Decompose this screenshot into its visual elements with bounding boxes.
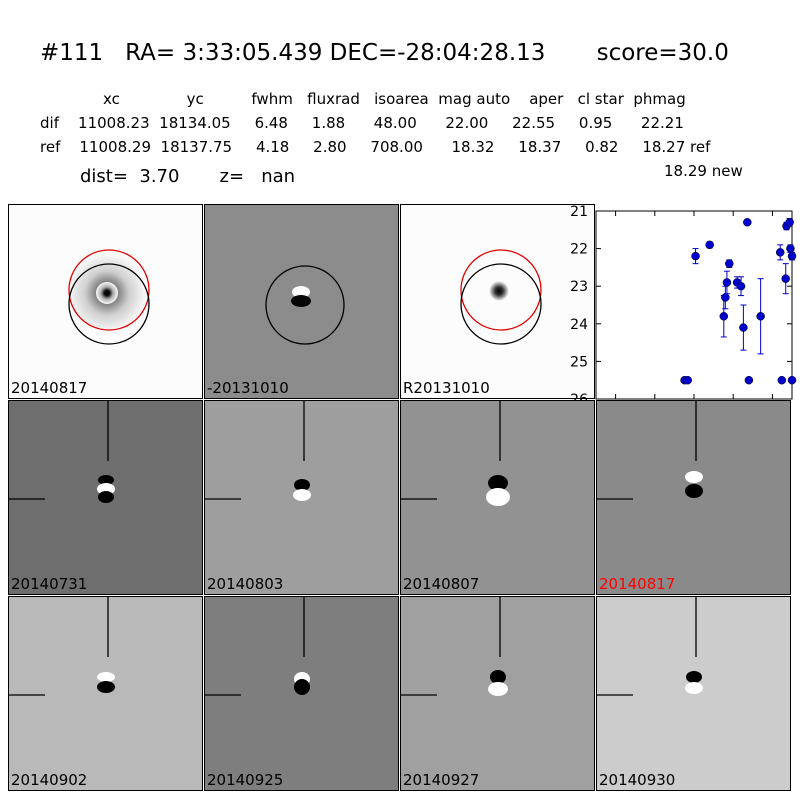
y-tick-label: 21	[570, 204, 588, 220]
new-aperture-circle	[460, 249, 542, 331]
aperture-circle	[265, 265, 345, 345]
new-mag: 18.29 new	[664, 162, 743, 180]
epoch-stamp-image	[9, 401, 202, 594]
distance-redshift: dist= 3.70 z= nan	[80, 166, 296, 187]
epoch-stamp-image	[205, 597, 398, 790]
epoch-date-label: 20140731	[11, 575, 88, 593]
ref-aperture-circle	[68, 263, 150, 345]
data-point	[775, 248, 785, 257]
data-point	[743, 218, 752, 227]
epoch-date-label: 20140925	[207, 771, 284, 789]
epoch-date-label: 20140803	[207, 575, 284, 593]
data-point	[787, 251, 797, 261]
epoch-stamp-image	[9, 597, 202, 790]
data-point	[721, 293, 730, 302]
epoch-date-label: 20140927	[403, 771, 480, 789]
data-point	[736, 281, 746, 291]
panel-label: 20140817	[11, 379, 88, 397]
data-point	[719, 312, 729, 321]
epoch-stamp-panel[interactable]: 20140927	[400, 596, 595, 791]
epoch-date-label: 20140817	[599, 575, 676, 593]
data-point	[787, 375, 797, 385]
data-point	[705, 240, 714, 250]
reference-image-panel[interactable]: R20131010	[400, 204, 595, 399]
epoch-stamp-image	[401, 597, 594, 790]
epoch-date-label: 20140930	[599, 771, 676, 789]
data-point	[781, 274, 790, 283]
ref-aperture-circle	[460, 263, 542, 345]
epoch-date-label: 20140902	[11, 771, 88, 789]
epoch-stamp-panel[interactable]: 20140817	[596, 400, 791, 595]
y-tick-label: 22	[570, 242, 588, 258]
data-point	[739, 323, 748, 332]
new-image-stamp	[9, 205, 202, 398]
data-point	[722, 278, 732, 287]
epoch-stamp-panel[interactable]: 20140803	[204, 400, 399, 595]
epoch-stamp-panel[interactable]: 20140902	[8, 596, 203, 791]
epoch-date-label: 20140807	[403, 575, 480, 593]
new-aperture-circle	[68, 249, 150, 331]
data-point	[725, 259, 734, 268]
y-tick-label: 24	[570, 317, 588, 333]
data-point	[691, 251, 700, 261]
data-point	[786, 244, 795, 253]
data-point	[785, 218, 794, 227]
epoch-stamp-panel[interactable]: 20140925	[204, 596, 399, 791]
difference-image-panel[interactable]: -20131010	[204, 204, 399, 399]
epoch-stamp-image	[597, 597, 790, 790]
column-headers: xc yc fwhm fluxrad isoarea mag auto aper…	[103, 90, 686, 108]
y-tick-label: 23	[570, 279, 588, 295]
ref-row: ref 11008.29 18137.75 4.18 2.80 708.00 1…	[40, 138, 711, 156]
epoch-stamp-image	[597, 401, 790, 594]
candidate-title: #111 RA= 3:33:05.439 DEC=-28:04:28.13 sc…	[40, 40, 729, 66]
plot-frame	[595, 210, 793, 400]
y-tick-label: 25	[570, 354, 588, 370]
epoch-stamp-panel[interactable]: 20140807	[400, 400, 595, 595]
dif-row: dif 11008.23 18134.05 6.48 1.88 48.00 22…	[40, 114, 684, 132]
data-point	[744, 375, 754, 385]
panel-label: R20131010	[403, 379, 490, 397]
epoch-stamp-image	[401, 401, 594, 594]
new-image-panel[interactable]: 20140817	[8, 204, 203, 399]
data-point	[756, 312, 765, 321]
panel-label: -20131010	[207, 379, 289, 397]
epoch-stamp-panel[interactable]: 20140930	[596, 596, 791, 791]
epoch-stamp-panel[interactable]: 20140731	[8, 400, 203, 595]
data-point	[777, 375, 787, 385]
data-point	[683, 375, 692, 385]
reference-image-stamp	[401, 205, 594, 398]
difference-image-stamp	[205, 205, 398, 398]
epoch-stamp-image	[205, 401, 398, 594]
